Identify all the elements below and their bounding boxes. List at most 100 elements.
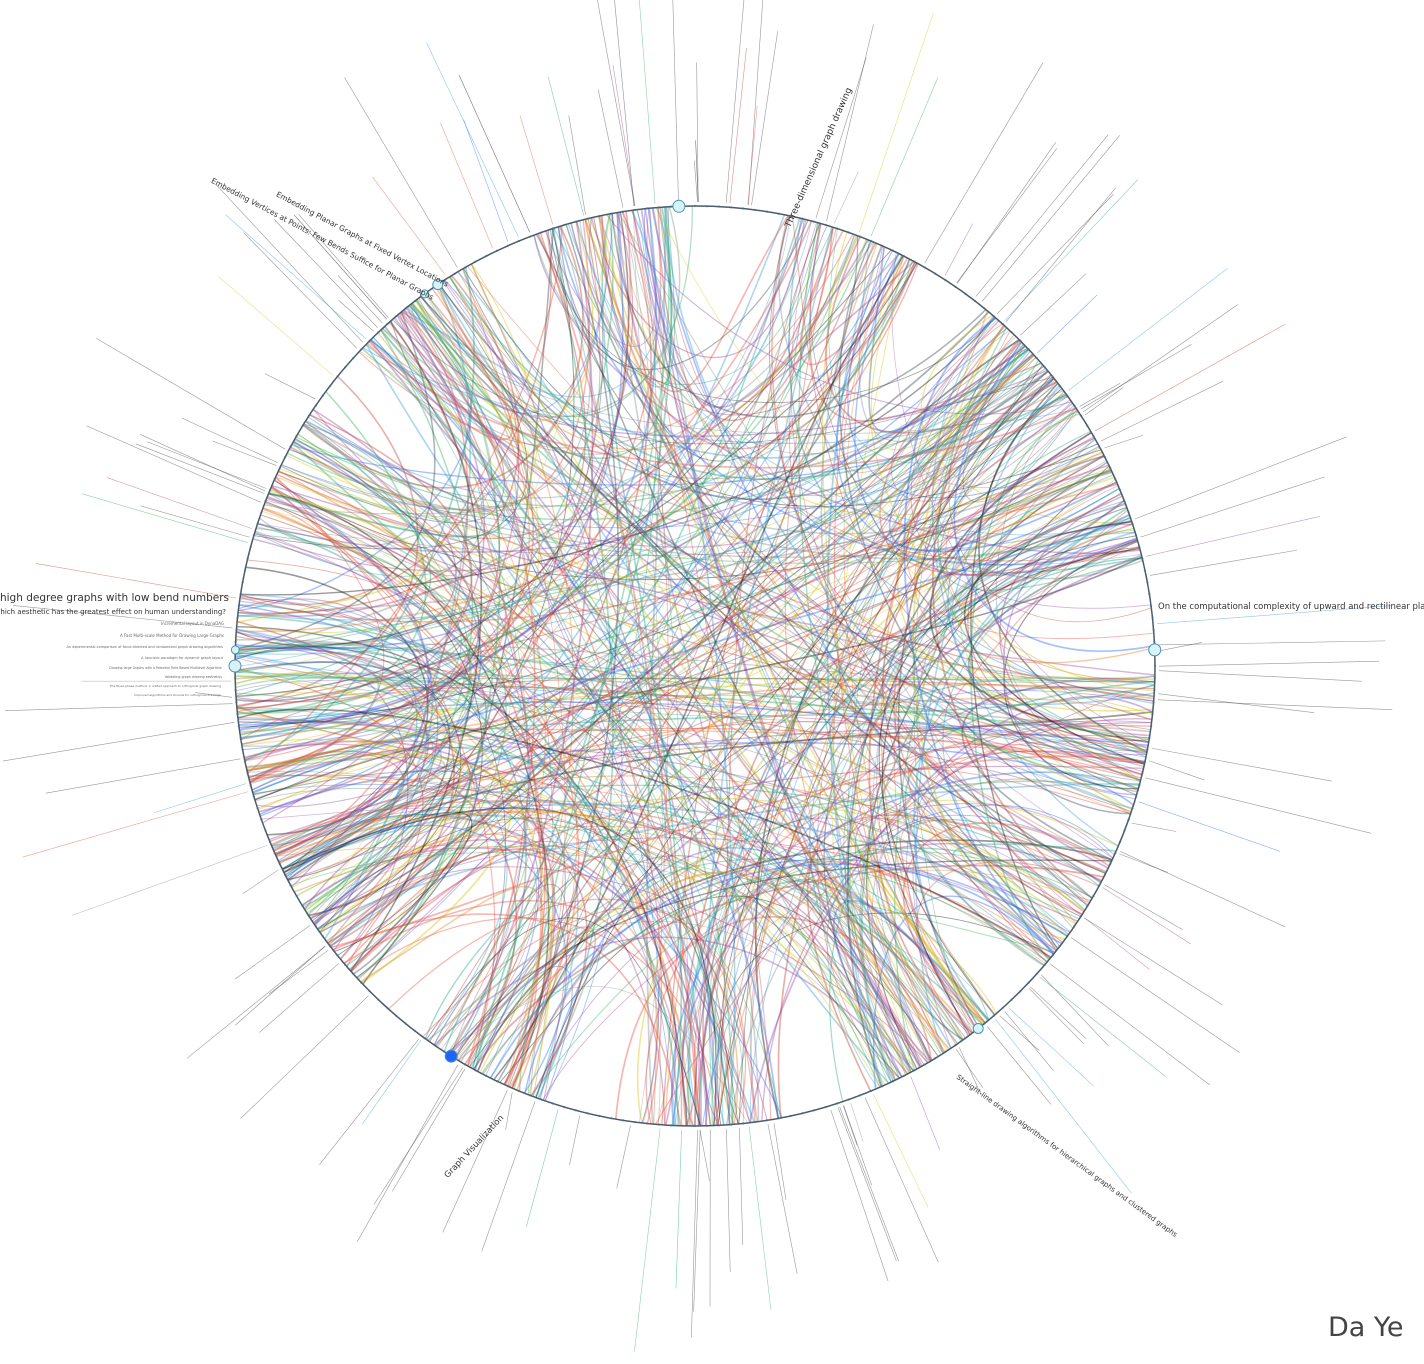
node-label-which-aesthetic[interactable]: Which aesthetic has the greatest effect … xyxy=(0,608,226,616)
ring-node-dot xyxy=(778,1117,780,1119)
ring-node-dot xyxy=(730,1123,732,1125)
ring-node-dot xyxy=(1154,665,1156,667)
minor-label-orthogonal-bounds[interactable]: Improved algorithms and bounds for ortho… xyxy=(134,693,221,697)
external-spoke xyxy=(1119,854,1167,873)
external-spoke xyxy=(520,116,553,225)
external-spoke xyxy=(726,0,746,203)
ring-node-dot xyxy=(610,213,612,215)
external-spoke xyxy=(96,338,284,449)
external-spoke xyxy=(464,119,508,241)
external-spoke xyxy=(1051,964,1210,1085)
ring-node-dot xyxy=(801,1112,803,1114)
ring-node-dot xyxy=(575,1109,577,1111)
minor-label-heuristic-paradigm[interactable]: A heuristic paradigm for dynamic graph l… xyxy=(141,656,224,660)
ring-node-dot xyxy=(269,489,271,491)
external-spoke xyxy=(319,1039,418,1165)
ring-node-dot xyxy=(1092,895,1094,897)
ring-node-dot xyxy=(302,425,304,427)
minor-label-validating-aesthetics[interactable]: Validating graph drawing aesthetics xyxy=(165,675,223,679)
minor-label-force-directed[interactable]: An experimental comparison of force-dire… xyxy=(67,645,224,649)
ring-node-dot xyxy=(1119,489,1121,491)
ring-node-dot xyxy=(1086,425,1088,427)
external-spoke xyxy=(1103,888,1191,945)
ring-node-dot xyxy=(903,255,905,257)
external-spoke xyxy=(1150,550,1297,575)
external-spoke xyxy=(598,90,623,208)
external-spoke xyxy=(243,870,279,894)
ring-node-dot xyxy=(1144,569,1146,571)
ring-node-dot xyxy=(1135,795,1137,797)
node-label-drawing-high-degree[interactable]: Drawing high degree graphs with low bend… xyxy=(0,592,229,604)
ring-node-dot xyxy=(575,221,577,223)
external-spoke xyxy=(1009,1008,1094,1086)
ring-node-dot xyxy=(1138,784,1140,786)
ring-node-dot xyxy=(236,713,238,715)
ring-node-dot xyxy=(718,1124,720,1126)
ring-node-dot xyxy=(1028,981,1030,983)
minor-label-three-phase[interactable]: The three-phase method: A unified approa… xyxy=(109,684,221,688)
external-spoke xyxy=(235,925,310,979)
ring-node-dot xyxy=(1146,581,1148,583)
edge-bundle xyxy=(315,840,676,1125)
ring-node-dot xyxy=(260,511,262,513)
ring-node-dot xyxy=(706,1125,708,1127)
ring-node-dot xyxy=(377,331,379,333)
ring-node-dot xyxy=(386,323,388,325)
node-label-straight-line-hierarchical[interactable]: Straight-line drawing algorithms for hie… xyxy=(955,1073,1179,1239)
ring-node-dot xyxy=(754,1121,756,1123)
ring-node-dot xyxy=(670,1124,672,1126)
external-spoke xyxy=(614,0,634,206)
ring-node-dot xyxy=(622,1119,624,1121)
ring-node-dot xyxy=(924,266,926,268)
node-label-graph-visualization[interactable]: Graph Visualization xyxy=(443,1113,507,1180)
ring-node-dot xyxy=(247,557,249,559)
ring-node-dot xyxy=(1150,605,1152,607)
external-spoke xyxy=(1037,295,1097,353)
ring-node-dot xyxy=(240,593,242,595)
ring-node-dot xyxy=(540,231,542,233)
ring-node-dot xyxy=(235,701,237,703)
ring-node-dot xyxy=(1036,973,1038,975)
external-spoke xyxy=(213,441,277,466)
ring-node-dot xyxy=(423,1037,425,1039)
ring-node-dot xyxy=(586,1112,588,1114)
ring-node-dot xyxy=(244,569,246,571)
ring-node-dot xyxy=(563,1106,565,1108)
minor-label-potential-field[interactable]: Drawing large Graphs with a Potential Fi… xyxy=(109,666,222,670)
ring-node-dot xyxy=(993,1015,995,1017)
external-spoke xyxy=(216,184,363,342)
node-label-embedding-vertices-points[interactable]: Embedding Vertices at Points: Few Bends … xyxy=(210,176,436,302)
ring-node-dot xyxy=(344,964,346,966)
ring-node-dot xyxy=(295,435,297,437)
ring-node-dot xyxy=(706,205,708,207)
ring-node-dot xyxy=(646,1122,648,1124)
external-spoke xyxy=(1085,918,1223,1005)
external-spoke xyxy=(23,792,249,857)
ring-node-dot xyxy=(1151,617,1153,619)
external-spoke xyxy=(672,0,678,202)
node-label-embedding-fixed-vertex[interactable]: Embedding Planar Graphs at Fixed Vertex … xyxy=(275,190,451,289)
ring-node-dot xyxy=(598,215,600,217)
external-spoke xyxy=(1159,661,1379,666)
external-spoke xyxy=(957,142,1055,283)
node-label-upward-planarity[interactable]: On the computational complexity of upwar… xyxy=(1158,602,1424,612)
ring-node-dot xyxy=(250,784,252,786)
external-spoke xyxy=(569,1115,579,1165)
ring-node-dot xyxy=(1092,435,1094,437)
ring-node-dot xyxy=(260,818,262,820)
external-spoke xyxy=(1139,802,1280,852)
ring-node-dot xyxy=(634,209,636,211)
external-spoke xyxy=(140,434,265,491)
external-spoke xyxy=(1159,671,1362,682)
ring-node-dot xyxy=(443,1051,445,1053)
external-spoke xyxy=(996,1019,1132,1193)
ring-node-dot xyxy=(496,1080,498,1082)
ring-node-dot xyxy=(682,1125,684,1127)
minor-label-dynadag[interactable]: Incremental layout in DynaDAG xyxy=(161,621,224,626)
ring-node-dot xyxy=(315,404,317,406)
minor-label-fast-multiscale[interactable]: A Fast Multi-scale Method for Drawing La… xyxy=(120,633,224,638)
ring-node-dot xyxy=(813,221,815,223)
external-spoke xyxy=(1158,700,1393,710)
ring-node-dot xyxy=(993,315,995,317)
external-spoke xyxy=(240,996,368,1119)
